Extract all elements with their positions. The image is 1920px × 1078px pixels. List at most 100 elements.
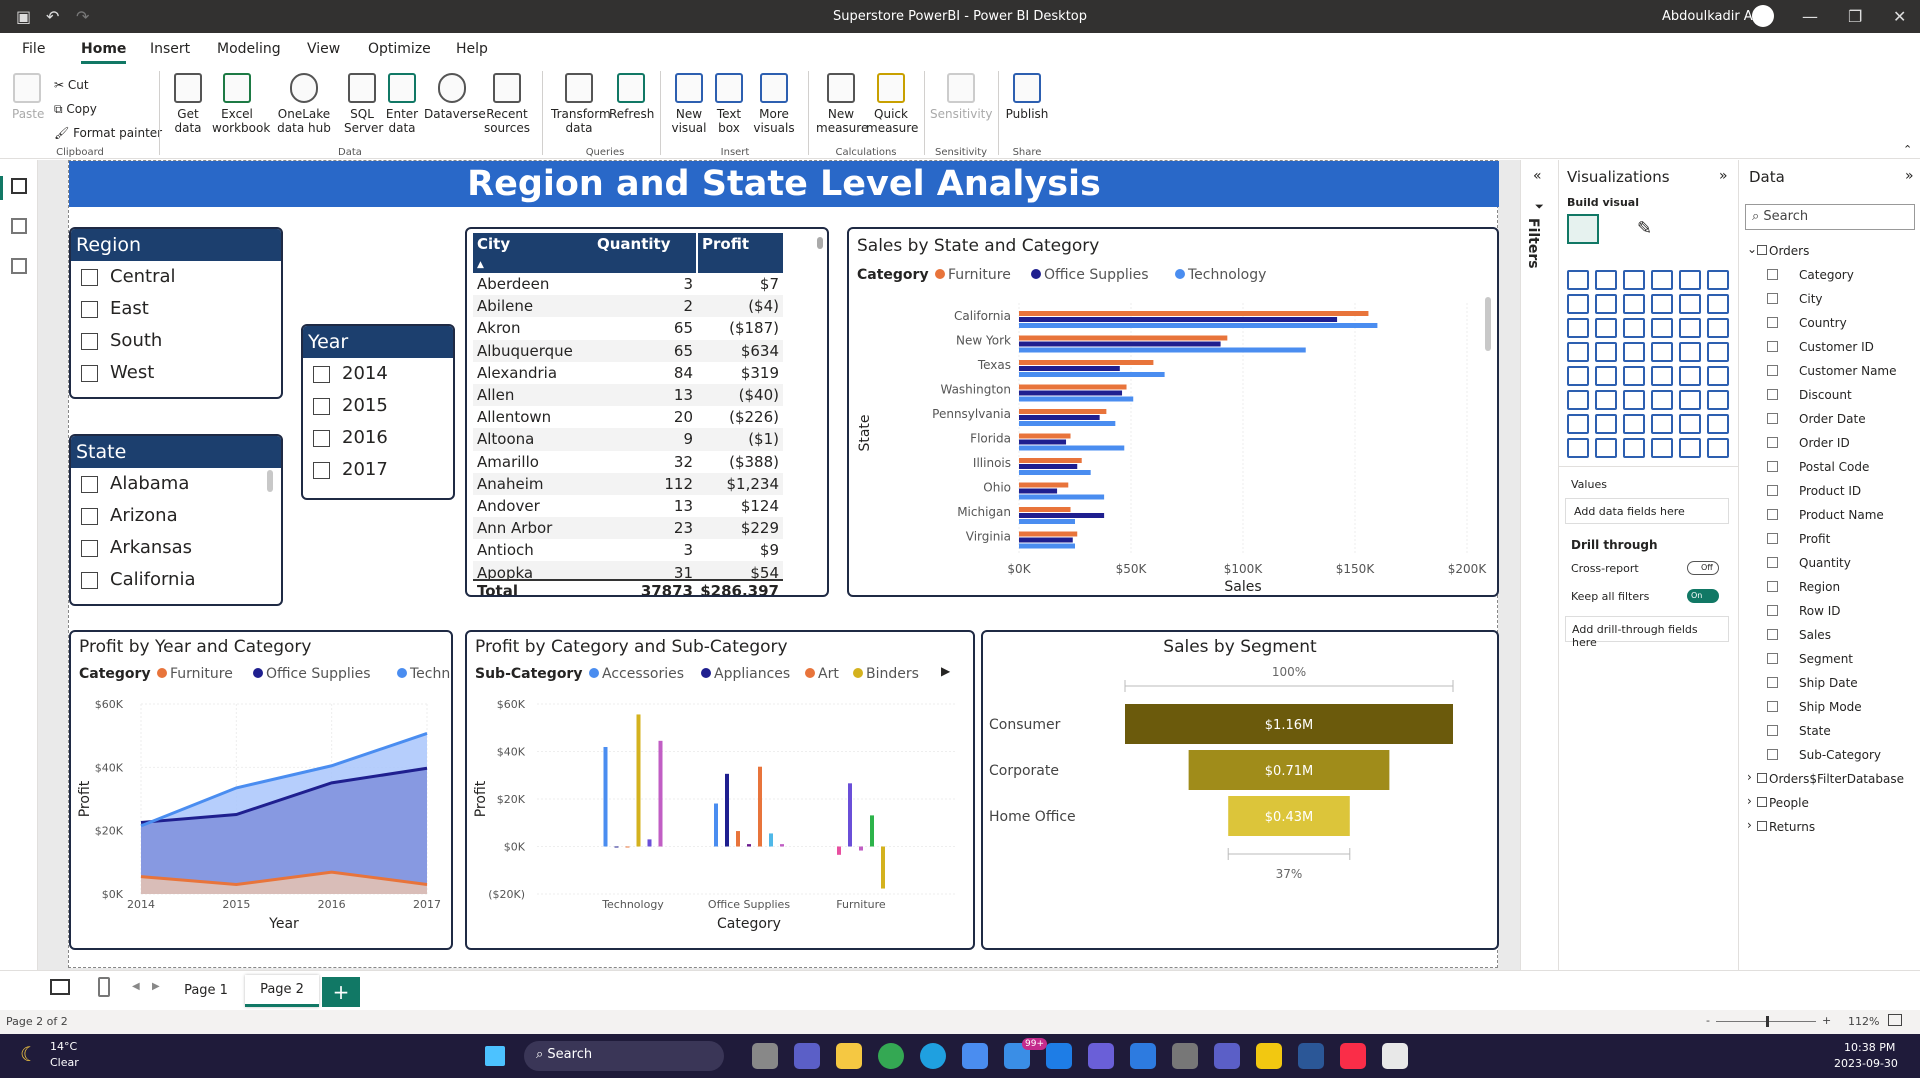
checkbox[interactable] [313, 429, 330, 447]
field-item[interactable]: Product ID [1799, 484, 1862, 498]
field-checkbox[interactable] [1767, 437, 1778, 448]
scrollbar[interactable] [1485, 297, 1491, 351]
data-search-input[interactable]: ⌕ Search [1745, 204, 1915, 230]
field-item[interactable]: Order Date [1799, 412, 1866, 426]
mobile-layout-icon[interactable] [98, 977, 110, 997]
visual-type-icon[interactable] [1707, 342, 1729, 362]
save-icon[interactable]: ▣ [16, 7, 32, 26]
field-checkbox[interactable] [1767, 581, 1778, 592]
field-item[interactable]: Category [1799, 268, 1854, 282]
filters-pane[interactable]: « ⏷ Filters [1520, 160, 1558, 970]
visual-type-icon[interactable] [1595, 366, 1617, 386]
field-item[interactable]: Customer Name [1799, 364, 1897, 378]
visual-type-icon[interactable] [1679, 414, 1701, 434]
keep-filters-toggle[interactable]: On [1687, 589, 1719, 603]
build-visual-tab[interactable] [1567, 214, 1599, 244]
table-node[interactable]: Orders [1769, 244, 1810, 258]
year-option[interactable]: 2016 [303, 422, 453, 454]
checkbox[interactable] [81, 364, 98, 382]
checkbox[interactable] [81, 507, 98, 525]
field-checkbox[interactable] [1767, 485, 1778, 496]
field-item[interactable]: Quantity [1799, 556, 1851, 570]
menu-help[interactable]: Help [456, 41, 488, 57]
restore-icon[interactable]: ❐ [1848, 7, 1863, 26]
expand-icon[interactable]: « [1533, 168, 1542, 184]
field-item[interactable]: City [1799, 292, 1823, 306]
edge-icon[interactable] [920, 1043, 946, 1069]
zoom-in-icon[interactable]: + [1822, 1014, 1832, 1027]
snipping-tool-icon[interactable] [1382, 1043, 1408, 1069]
field-item[interactable]: Ship Mode [1799, 700, 1862, 714]
copy-button[interactable]: ⧉ Copy [54, 102, 97, 116]
checkbox[interactable] [81, 332, 98, 350]
redo-icon[interactable]: ↷ [76, 7, 90, 26]
visual-type-icon[interactable] [1707, 438, 1729, 458]
state-option[interactable]: Arkansas [71, 532, 281, 564]
field-checkbox[interactable] [1767, 701, 1778, 712]
field-checkbox[interactable] [1767, 269, 1778, 280]
report-view-icon[interactable] [11, 178, 27, 194]
windows-start-icon[interactable] [485, 1046, 505, 1066]
state-option[interactable]: California [71, 564, 281, 596]
checkbox[interactable] [313, 365, 330, 383]
store-icon[interactable] [962, 1043, 988, 1069]
scrollbar[interactable] [817, 237, 823, 249]
checkbox[interactable] [81, 268, 98, 286]
table-node[interactable]: Returns [1769, 820, 1816, 834]
format-painter-button[interactable]: 🖌 Format painter [54, 126, 163, 140]
field-checkbox[interactable] [1767, 365, 1778, 376]
visual-type-icon[interactable] [1679, 294, 1701, 314]
filters-label[interactable]: Filters [1525, 218, 1541, 269]
region-option[interactable]: South [71, 325, 281, 357]
chevron-icon[interactable]: › [1747, 794, 1752, 808]
table-row[interactable]: Apopka 31 $54 [473, 561, 783, 581]
visual-type-icon[interactable] [1679, 270, 1701, 290]
checkbox[interactable] [81, 571, 98, 589]
checkbox[interactable] [81, 300, 98, 318]
menu-home[interactable]: Home [81, 41, 127, 64]
field-item[interactable]: Discount [1799, 388, 1852, 402]
desktop-layout-icon[interactable] [50, 979, 70, 995]
region-option[interactable]: Central [71, 261, 281, 293]
table-row[interactable]: Altoona 9 ($1) [473, 428, 783, 451]
visual-type-icon[interactable] [1651, 270, 1673, 290]
visual-type-icon[interactable] [1595, 390, 1617, 410]
field-item[interactable]: Ship Date [1799, 676, 1858, 690]
more-visuals-button[interactable]: More visuals [748, 73, 800, 135]
field-checkbox[interactable] [1767, 293, 1778, 304]
close-icon[interactable]: ✕ [1893, 7, 1907, 26]
visual-type-icon[interactable] [1595, 270, 1617, 290]
cut-button[interactable]: ✂ Cut [54, 78, 89, 92]
visual-type-icon[interactable] [1679, 342, 1701, 362]
field-checkbox[interactable] [1767, 653, 1778, 664]
collapse-icon[interactable]: » [1905, 168, 1914, 184]
table-row[interactable]: Ann Arbor 23 $229 [473, 517, 783, 540]
field-item[interactable]: Sub-Category [1799, 748, 1881, 762]
fit-page-icon[interactable] [1888, 1014, 1902, 1026]
settings-icon[interactable] [1172, 1043, 1198, 1069]
field-item[interactable]: Postal Code [1799, 460, 1870, 474]
visual-type-icon[interactable] [1567, 318, 1589, 338]
enter-data-button[interactable]: Enter data [384, 73, 420, 135]
excel-workbook-button[interactable]: Excel workbook [212, 73, 270, 135]
checkbox[interactable] [81, 475, 98, 493]
column-header-profit[interactable]: Profit [697, 233, 783, 273]
year-option[interactable]: 2014 [303, 358, 453, 390]
visual-type-icon[interactable] [1623, 438, 1645, 458]
field-checkbox[interactable] [1767, 629, 1778, 640]
visual-type-icon[interactable] [1623, 390, 1645, 410]
visual-type-icon[interactable] [1651, 294, 1673, 314]
chevron-icon[interactable]: › [1747, 818, 1752, 832]
visual-type-icon[interactable] [1651, 318, 1673, 338]
visual-type-icon[interactable] [1651, 366, 1673, 386]
collapse-ribbon-icon[interactable]: ⌃ [1903, 143, 1913, 156]
field-checkbox[interactable] [1767, 461, 1778, 472]
zoom-out-icon[interactable]: - [1706, 1014, 1710, 1027]
paste-button[interactable]: Paste [12, 73, 44, 121]
table-row[interactable]: Aberdeen 3 $7 [473, 273, 783, 295]
column-header-quantity[interactable]: Quantity [593, 233, 698, 273]
visual-type-icon[interactable] [1651, 390, 1673, 410]
model-view-icon[interactable] [11, 258, 27, 274]
visual-type-icon[interactable] [1651, 438, 1673, 458]
visual-type-icon[interactable] [1623, 342, 1645, 362]
